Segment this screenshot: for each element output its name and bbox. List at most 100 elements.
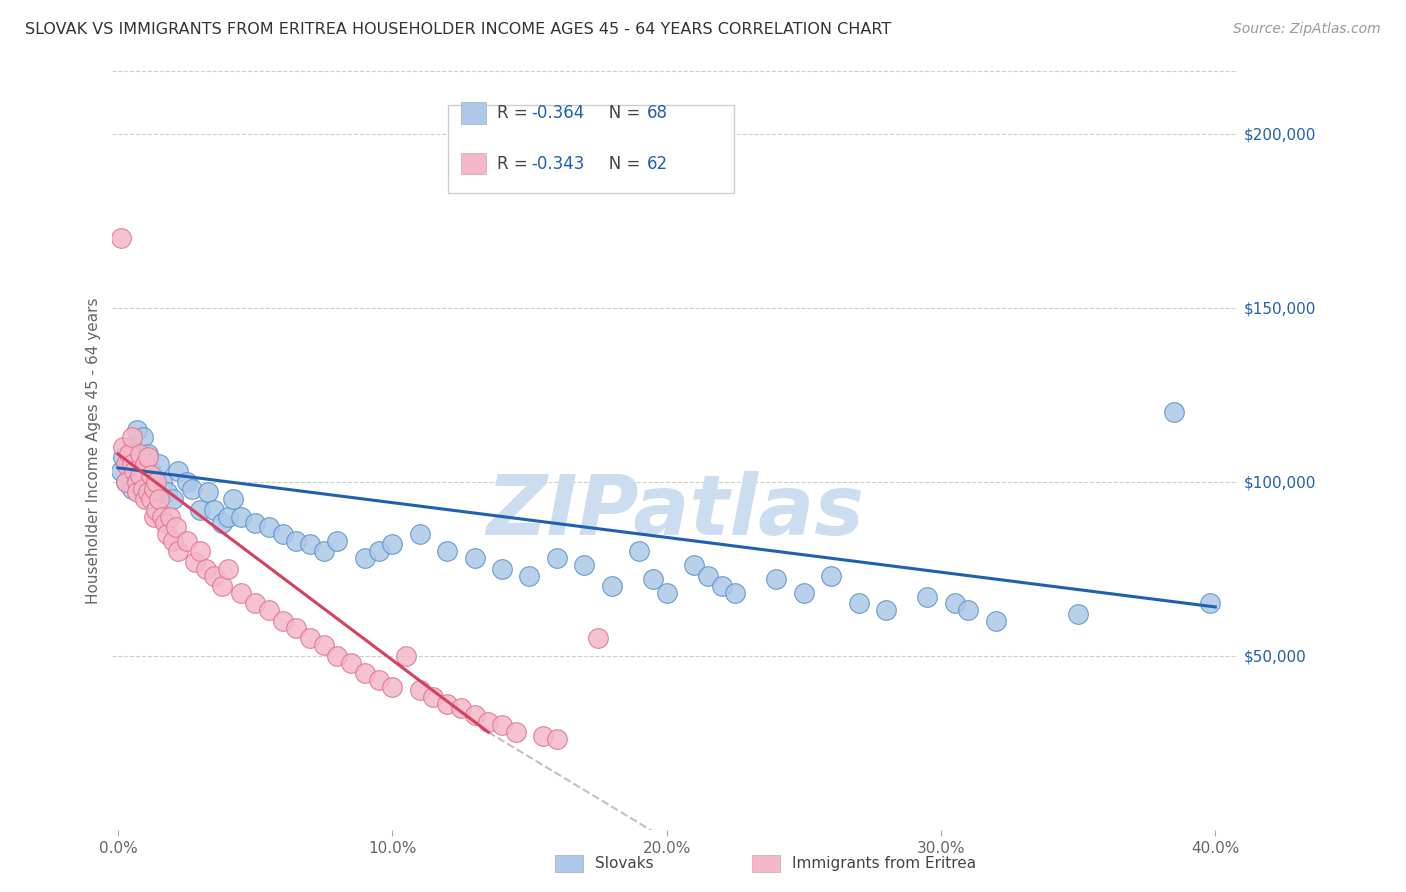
Point — [129, 467, 152, 482]
Text: 62: 62 — [647, 155, 668, 173]
Point — [231, 509, 253, 524]
Point — [110, 231, 132, 245]
Point — [150, 475, 173, 489]
Point — [820, 568, 842, 582]
Point — [1198, 597, 1220, 611]
Point — [243, 516, 266, 531]
Point — [271, 527, 294, 541]
Point — [127, 475, 149, 489]
Text: Slovaks: Slovaks — [595, 856, 654, 871]
Point — [875, 603, 897, 617]
Point — [145, 482, 167, 496]
Point — [298, 537, 321, 551]
Point — [409, 683, 432, 698]
Point — [710, 579, 733, 593]
Point — [124, 464, 146, 478]
Point — [1067, 607, 1090, 621]
Point — [1163, 405, 1185, 419]
Point — [628, 544, 651, 558]
Point — [724, 586, 747, 600]
Point — [165, 520, 187, 534]
Point — [257, 520, 280, 534]
Point — [765, 572, 787, 586]
Point — [156, 527, 179, 541]
Point — [134, 458, 156, 472]
Point — [197, 485, 219, 500]
Point — [118, 447, 141, 461]
Text: -0.343: -0.343 — [531, 155, 585, 173]
Text: N =: N = — [593, 155, 645, 173]
Point — [409, 527, 432, 541]
Point — [326, 533, 349, 548]
Point — [464, 707, 486, 722]
Point — [202, 568, 225, 582]
Point — [115, 475, 138, 489]
Point — [655, 586, 678, 600]
Point — [110, 464, 132, 478]
Point — [477, 714, 499, 729]
Point — [381, 680, 404, 694]
Point — [134, 475, 156, 489]
Point — [793, 586, 815, 600]
Point — [194, 562, 217, 576]
Point — [354, 551, 377, 566]
Point — [142, 482, 165, 496]
Point — [121, 429, 143, 443]
Point — [586, 632, 609, 646]
Point — [436, 544, 458, 558]
Point — [641, 572, 664, 586]
Point — [531, 729, 554, 743]
Point — [121, 458, 143, 472]
Point — [917, 590, 939, 604]
Point — [134, 458, 156, 472]
Point — [148, 492, 170, 507]
Point — [217, 509, 239, 524]
Point — [188, 544, 211, 558]
Point — [112, 440, 135, 454]
FancyBboxPatch shape — [461, 103, 486, 124]
Point — [188, 502, 211, 516]
Point — [436, 698, 458, 712]
Point — [257, 603, 280, 617]
Point — [115, 475, 138, 489]
Point — [957, 603, 980, 617]
Point — [131, 482, 153, 496]
Point — [298, 632, 321, 646]
Point — [115, 458, 138, 472]
Point — [546, 732, 568, 747]
Point — [124, 464, 146, 478]
Point — [129, 450, 152, 465]
Point — [312, 544, 335, 558]
Point — [176, 533, 198, 548]
Text: R =: R = — [498, 104, 533, 122]
Point — [395, 648, 418, 663]
Text: Source: ZipAtlas.com: Source: ZipAtlas.com — [1233, 22, 1381, 37]
Point — [367, 544, 389, 558]
Point — [162, 533, 184, 548]
Point — [129, 447, 152, 461]
Point — [340, 656, 363, 670]
Point — [127, 423, 149, 437]
Text: SLOVAK VS IMMIGRANTS FROM ERITREA HOUSEHOLDER INCOME AGES 45 - 64 YEARS CORRELAT: SLOVAK VS IMMIGRANTS FROM ERITREA HOUSEH… — [25, 22, 891, 37]
Point — [271, 614, 294, 628]
Point — [505, 725, 527, 739]
Point — [121, 440, 143, 454]
Text: R =: R = — [498, 155, 533, 173]
Point — [574, 558, 596, 573]
Point — [422, 690, 444, 705]
Point — [312, 638, 335, 652]
Y-axis label: Householder Income Ages 45 - 64 years: Householder Income Ages 45 - 64 years — [86, 297, 101, 604]
Point — [159, 509, 181, 524]
Text: -0.364: -0.364 — [531, 104, 583, 122]
Point — [696, 568, 718, 582]
Point — [243, 597, 266, 611]
Point — [184, 555, 207, 569]
Point — [943, 597, 966, 611]
Point — [181, 482, 204, 496]
FancyBboxPatch shape — [447, 105, 734, 193]
Point — [381, 537, 404, 551]
Point — [127, 485, 149, 500]
Point — [156, 485, 179, 500]
Point — [202, 502, 225, 516]
Point — [150, 509, 173, 524]
